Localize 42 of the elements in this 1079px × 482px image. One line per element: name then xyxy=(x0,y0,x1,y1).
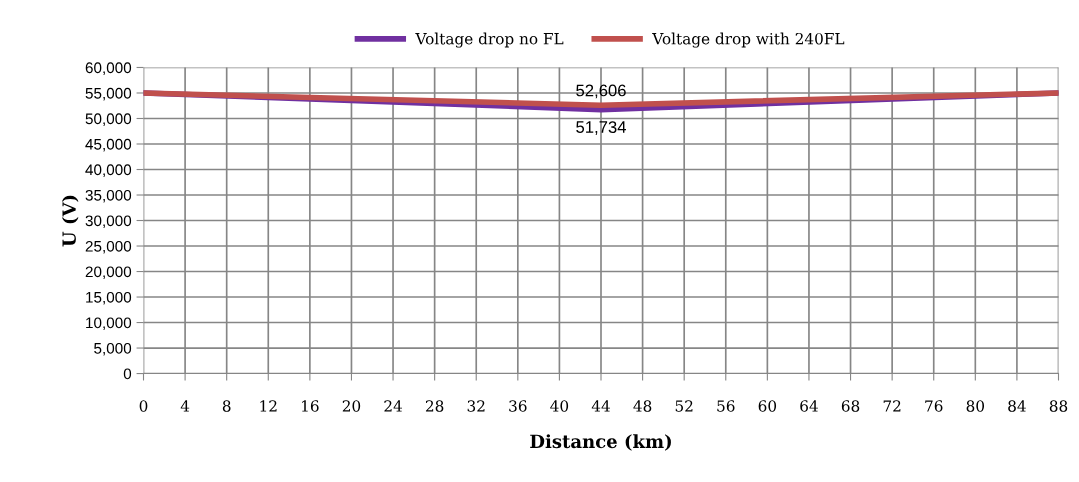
legend-label: Voltage drop no FL xyxy=(415,32,564,48)
x-tick-label: 8 xyxy=(222,400,231,412)
y-tick-label: 0 xyxy=(123,368,132,380)
y-tick-label: 60,000 xyxy=(85,62,132,75)
y-tick-label: 15,000 xyxy=(86,291,132,305)
y-tick-label: 55,000 xyxy=(85,87,132,101)
y-tick-label: 25,000 xyxy=(85,240,132,254)
x-tick-label: 84 xyxy=(1008,400,1026,412)
y-axis-title: U (V) xyxy=(61,195,79,247)
x-tick-label: 20 xyxy=(342,400,361,412)
x-tick-label: 60 xyxy=(758,400,777,412)
legend-label: Voltage drop with 240FL xyxy=(652,32,845,48)
y-tick-label: 50,000 xyxy=(85,113,132,126)
annotation: 51,734 xyxy=(576,121,627,135)
x-tick-label: 24 xyxy=(384,400,402,412)
annotation: 52,606 xyxy=(576,84,626,99)
x-tick-label: 72 xyxy=(883,400,901,412)
x-tick-label: 88 xyxy=(1049,400,1068,412)
x-tick-label: 4 xyxy=(180,400,190,412)
x-tick-label: 44 xyxy=(591,400,610,412)
x-tick-label: 64 xyxy=(800,400,818,412)
x-tick-label: 76 xyxy=(925,400,943,412)
x-tick-label: 16 xyxy=(302,400,319,412)
x-tick-label: 48 xyxy=(633,400,652,412)
x-tick-label: 68 xyxy=(841,400,860,412)
x-tick-label: 80 xyxy=(966,400,985,412)
x-tick-label: 36 xyxy=(509,400,527,412)
y-tick-label: 5,000 xyxy=(94,342,132,356)
y-tick-label: 35,000 xyxy=(85,189,132,203)
x-tick-label: 0 xyxy=(139,400,148,412)
y-tick-label: 10,000 xyxy=(86,317,132,331)
x-tick-label: 12 xyxy=(260,400,277,412)
x-axis-title: Distance (km) xyxy=(530,434,671,451)
x-tick-label: 40 xyxy=(550,400,569,412)
x-tick-label: 32 xyxy=(467,400,485,412)
x-tick-label: 56 xyxy=(717,400,735,412)
y-tick-label: 40,000 xyxy=(85,164,132,177)
x-tick-label: 52 xyxy=(675,400,693,412)
y-tick-label: 30,000 xyxy=(85,215,132,229)
x-tick-label: 28 xyxy=(425,400,444,412)
y-tick-label: 20,000 xyxy=(85,266,132,280)
y-tick-label: 45,000 xyxy=(85,138,132,152)
